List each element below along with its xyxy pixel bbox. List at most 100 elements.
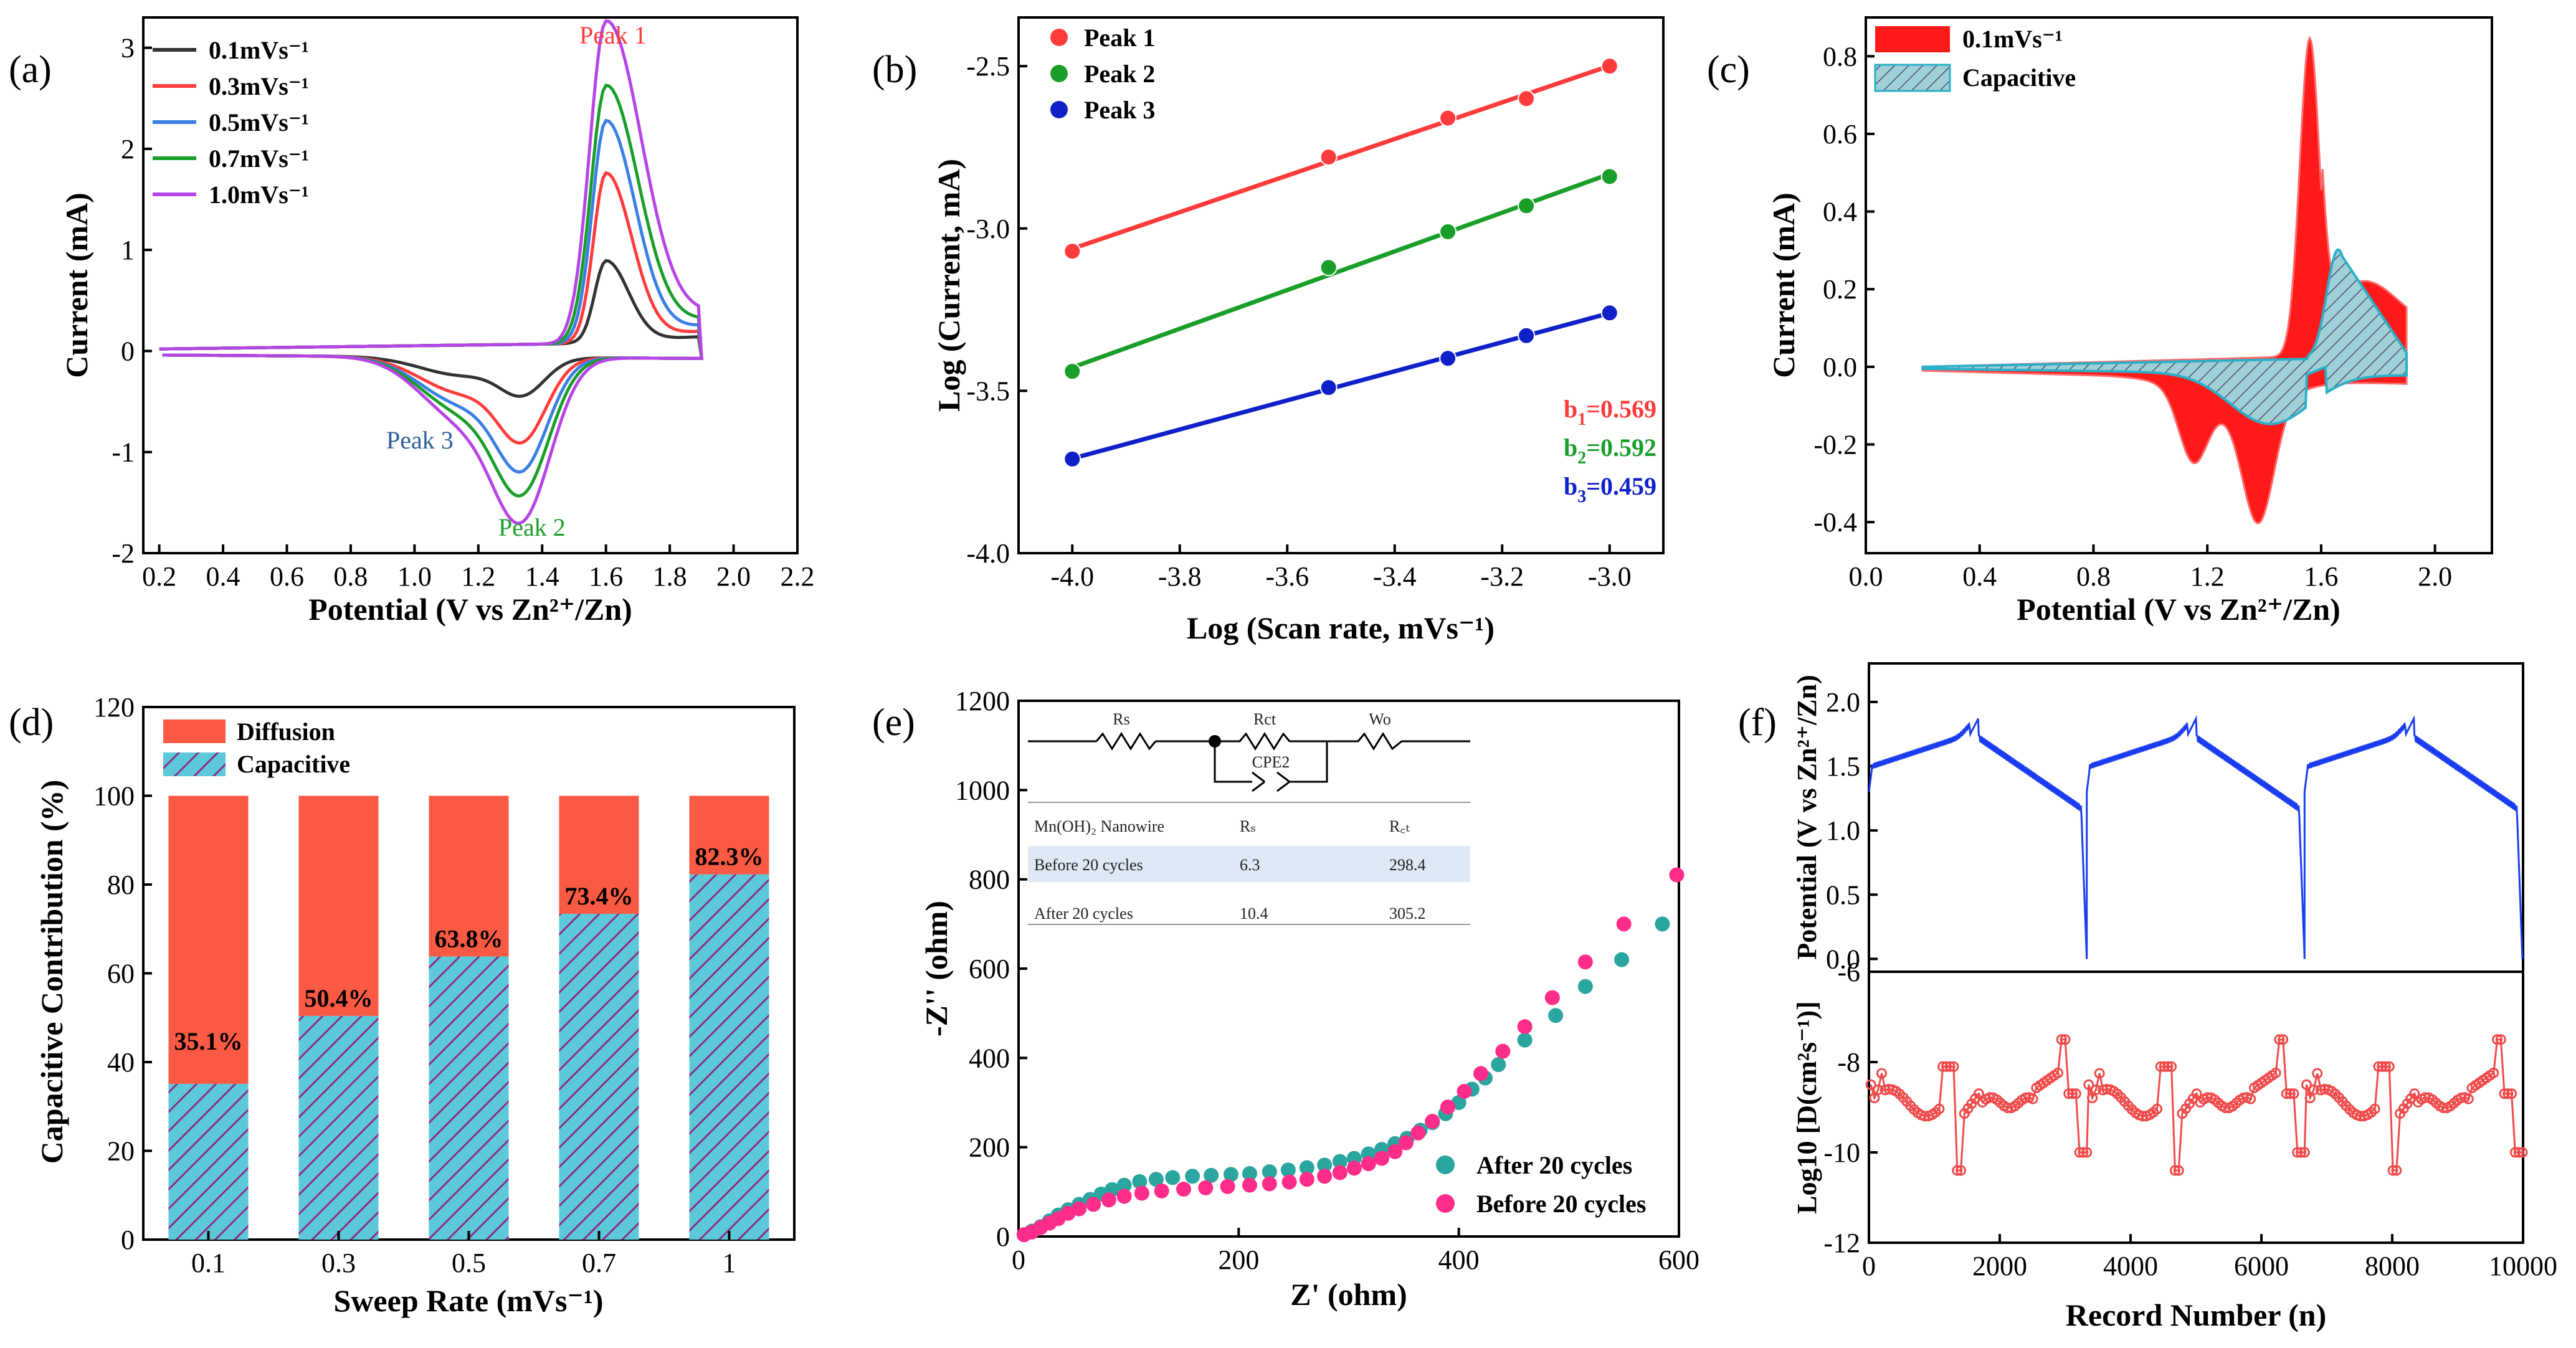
a-xtick-label: 1.8 — [653, 561, 687, 592]
c-xtick-label: 0.0 — [1849, 561, 1883, 592]
diffusion-point — [2488, 1067, 2499, 1078]
before-20-cycles-point — [1299, 1172, 1314, 1187]
diffusion-point — [2074, 1147, 2085, 1158]
inset-table-header: Mn(OH)₂ Nanowire — [1034, 817, 1164, 835]
before-20-cycles-point — [1220, 1179, 1235, 1194]
data-point-peak-1 — [1063, 242, 1081, 260]
f-xtick-label: 10000 — [2489, 1251, 2557, 1281]
slope-value: =0.459 — [1586, 472, 1656, 500]
after-20-cycles-point — [1165, 1170, 1181, 1185]
diffusion-point — [2078, 1147, 2089, 1158]
slope-symbol: b — [1564, 434, 1577, 462]
before-20-cycles-point — [1616, 916, 1632, 932]
diffusion-point — [2513, 1147, 2524, 1158]
f-top-ytick-label: 2.0 — [1826, 687, 1860, 718]
inset-table-cell: Before 20 cycles — [1034, 856, 1143, 874]
after-20-cycles-point — [1116, 1177, 1132, 1193]
diffusion-point — [1919, 1111, 1931, 1122]
panel-f-ylabel-top: Potential (V vs Zn²⁺/Zn) — [1792, 675, 1822, 959]
bar-percent-label: 82.3% — [695, 843, 764, 871]
bar-diffusion — [429, 795, 509, 957]
slope-subscript: 3 — [1577, 487, 1586, 506]
f-xtick-label: 4000 — [2103, 1251, 2158, 1281]
b-xtick-label: -3.0 — [1588, 561, 1632, 592]
panel-a-ylabel: Current (mA) — [59, 192, 94, 378]
resistor-rct — [1215, 732, 1327, 751]
data-point-peak-3 — [1518, 326, 1536, 344]
panel-a-cv-curves: 0.2 0.4 0.6 0.8 1.0 1.2 1.4 1.6 1.8 2.0 2.2 -2 -1 0 1 2… — [59, 16, 815, 627]
after-20-cycles-point — [1577, 979, 1593, 994]
f-bottom-ytick-label: -8 — [1837, 1047, 1860, 1078]
bar-capacitive — [429, 956, 509, 1240]
legend-label-total: 0.1mVs⁻¹ — [1962, 25, 2063, 53]
panel-c-xlabel: Potential (V vs Zn²⁺/Zn) — [2017, 592, 2341, 627]
d-ytick-label: 60 — [107, 959, 135, 989]
before-20-cycles-point — [1116, 1189, 1132, 1204]
data-point-peak-2 — [1600, 168, 1618, 186]
diffusion-point — [2060, 1034, 2071, 1045]
legend-label-capacitive: Capacitive — [237, 750, 350, 778]
panel-f-frame — [1868, 662, 2524, 1244]
panel-e-legend: After 20 cycles Before 20 cycles — [1436, 1151, 1646, 1218]
diffusion-point — [2155, 1061, 2166, 1072]
diffusion-point — [2288, 1088, 2299, 1099]
cpe-plate — [1276, 771, 1290, 783]
data-point-peak-3 — [1319, 379, 1338, 397]
before-20-cycles-point — [1072, 1201, 1087, 1217]
diffusion-point — [2456, 1092, 2467, 1103]
legend-label-before: Before 20 cycles — [1476, 1190, 1646, 1218]
panel-e-inset: Rs Rct Wo CPE2 Mn(OH)₂ Nanowire Rₛ R꜀ₜ Before 2… — [1028, 710, 1470, 925]
circuit-wire — [1214, 741, 1252, 783]
diffusion-point — [2438, 1102, 2449, 1113]
data-point-peak-1 — [1518, 90, 1536, 108]
legend-label-series-2: 0.3mVs⁻¹ — [209, 72, 309, 100]
legend-label-series-5: 1.0mVs⁻¹ — [209, 181, 309, 209]
legend-swatch-capacitive — [1874, 64, 1951, 92]
legend-label-peak-2: Peak 2 — [1084, 60, 1155, 88]
panel-c-legend: 0.1mVs⁻¹ Capacitive — [1874, 25, 2076, 92]
diffusion-point — [2270, 1067, 2281, 1078]
inset-table-row-band — [1028, 846, 1470, 882]
panel-b-log-plot: -4.0 -3.8 -3.6 -3.4 -3.2 -3.0 -4.0 -3.5 -3.0 -2.5… — [931, 16, 1665, 645]
c-ytick-label: -0.4 — [1813, 507, 1857, 538]
panel-f-xlabel: Record Number (n) — [2066, 1298, 2326, 1332]
diffusion-point — [2299, 1147, 2310, 1158]
e-ytick-label: 200 — [969, 1132, 1010, 1163]
after-20-cycles-point — [1148, 1172, 1164, 1187]
after-20-cycles-point — [1317, 1157, 1333, 1173]
c-xtick-label: 0.4 — [1962, 561, 1997, 592]
before-20-cycles-point — [1398, 1135, 1414, 1151]
diffusion-point — [2292, 1147, 2303, 1158]
c-ytick-label: 0.6 — [1823, 119, 1857, 150]
diffusion-point — [2274, 1034, 2285, 1045]
c-xtick-label: 1.2 — [2190, 561, 2225, 592]
diffusion-point — [2083, 1079, 2094, 1090]
slope-value: =0.569 — [1586, 395, 1656, 423]
diffusion-point — [2169, 1165, 2180, 1176]
data-point-peak-2 — [1063, 363, 1081, 381]
diffusion-point — [2301, 1079, 2312, 1090]
diffusion-point — [2380, 1061, 2391, 1072]
diffusion-point — [2159, 1061, 2170, 1072]
diffusion-point — [2377, 1061, 2388, 1072]
diffusion-point — [2056, 1034, 2067, 1045]
after-20-cycles-point — [1517, 1032, 1533, 1048]
before-20-cycles-point — [1262, 1176, 1277, 1192]
circuit-label-wo: Wo — [1369, 710, 1390, 728]
a-xtick-label: 0.2 — [142, 561, 176, 592]
bar-percent-label: 73.4% — [565, 882, 634, 910]
diffusion-point — [2296, 1147, 2307, 1158]
a-ytick-label: 2 — [121, 134, 135, 164]
e-xtick-label: 400 — [1438, 1245, 1480, 1275]
b-xtick-label: -3.2 — [1480, 561, 1524, 592]
panel-a-legend: 0.1mVs⁻¹ 0.3mVs⁻¹ 0.5mVs⁻¹ 0.7mVs⁻¹ 1.0mVs⁻¹ — [153, 36, 309, 209]
diffusion-point — [1873, 1085, 1884, 1096]
inset-table-cell: 10.4 — [1240, 904, 1268, 923]
data-point-peak-2 — [1518, 197, 1536, 215]
potential-curve — [1868, 715, 2524, 959]
warburg-wo — [1327, 732, 1470, 751]
e-xtick-label: 0 — [1012, 1245, 1025, 1275]
before-20-cycles-point — [1154, 1183, 1169, 1198]
b-xtick-label: -4.0 — [1050, 561, 1094, 592]
